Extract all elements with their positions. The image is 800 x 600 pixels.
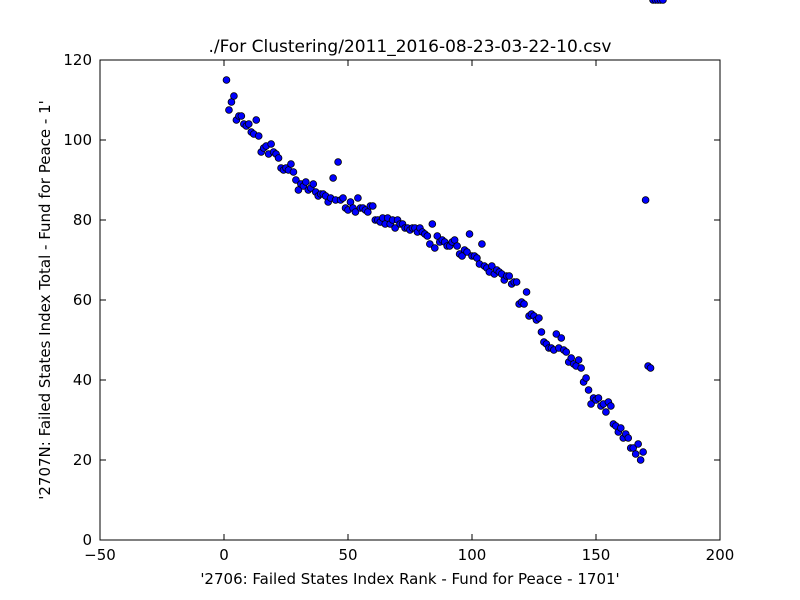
y-tick-label: 60 <box>73 291 92 309</box>
data-point <box>329 174 337 182</box>
data-point <box>574 356 583 364</box>
data-point <box>624 434 633 442</box>
data-point <box>488 262 496 270</box>
data-point <box>430 244 439 252</box>
data-point <box>237 112 246 120</box>
data-point <box>463 248 471 256</box>
data-point <box>582 374 590 382</box>
data-point <box>222 76 231 84</box>
data-point <box>584 386 593 394</box>
data-point <box>552 330 561 338</box>
data-point <box>602 408 610 416</box>
data-point <box>537 328 546 336</box>
data-point <box>267 140 275 148</box>
data-point <box>309 180 318 188</box>
y-tick-label: 0 <box>82 531 92 549</box>
data-point <box>641 196 650 204</box>
chart-title: ./For Clustering/2011_2016-08-23-03-22-1… <box>209 37 612 57</box>
data-point <box>339 194 347 202</box>
data-point <box>631 450 640 458</box>
data-point <box>478 240 486 248</box>
data-point <box>274 154 283 162</box>
data-point <box>512 278 521 286</box>
data-point <box>607 402 615 410</box>
data-point <box>252 116 261 124</box>
y-tick-label: 100 <box>63 131 92 149</box>
data-point <box>659 0 667 4</box>
data-point <box>245 120 253 128</box>
x-tick-label: 100 <box>458 546 487 564</box>
data-point <box>426 240 434 248</box>
data-point <box>616 424 625 432</box>
data-point <box>594 394 603 402</box>
data-point <box>636 456 645 464</box>
data-point <box>465 230 474 238</box>
data-point <box>289 168 298 176</box>
data-point <box>562 348 571 356</box>
y-tick-label: 80 <box>73 211 92 229</box>
data-point <box>292 176 300 184</box>
data-point <box>423 232 432 240</box>
x-tick-label: 50 <box>338 546 357 564</box>
x-tick-label: 200 <box>706 546 735 564</box>
data-point <box>254 132 263 140</box>
data-point <box>535 314 543 322</box>
data-point <box>634 440 642 448</box>
data-point <box>505 272 514 280</box>
data-point <box>225 106 233 114</box>
data-point <box>368 202 377 210</box>
x-tick-label: −50 <box>84 546 116 564</box>
data-point <box>557 334 566 342</box>
data-point <box>351 208 360 216</box>
data-point <box>577 364 585 372</box>
data-point <box>428 220 437 228</box>
data-point <box>334 158 342 166</box>
y-tick-label: 120 <box>63 51 92 69</box>
x-axis-label: '2706: Failed States Index Rank - Fund f… <box>200 570 619 588</box>
data-point <box>522 288 531 296</box>
y-tick-label: 40 <box>73 371 92 389</box>
data-point <box>639 448 647 456</box>
x-tick-label: 0 <box>219 546 229 564</box>
data-point <box>520 300 528 308</box>
data-point <box>354 194 362 202</box>
data-point <box>302 178 310 186</box>
x-tick-label: 150 <box>582 546 611 564</box>
data-point <box>646 364 655 372</box>
data-point <box>230 92 238 100</box>
y-axis-label: '2707N: Failed States Index Total - Fund… <box>36 100 54 500</box>
data-point <box>287 160 295 168</box>
data-point <box>391 224 399 232</box>
data-point <box>453 242 461 250</box>
y-tick-label: 20 <box>73 451 92 469</box>
